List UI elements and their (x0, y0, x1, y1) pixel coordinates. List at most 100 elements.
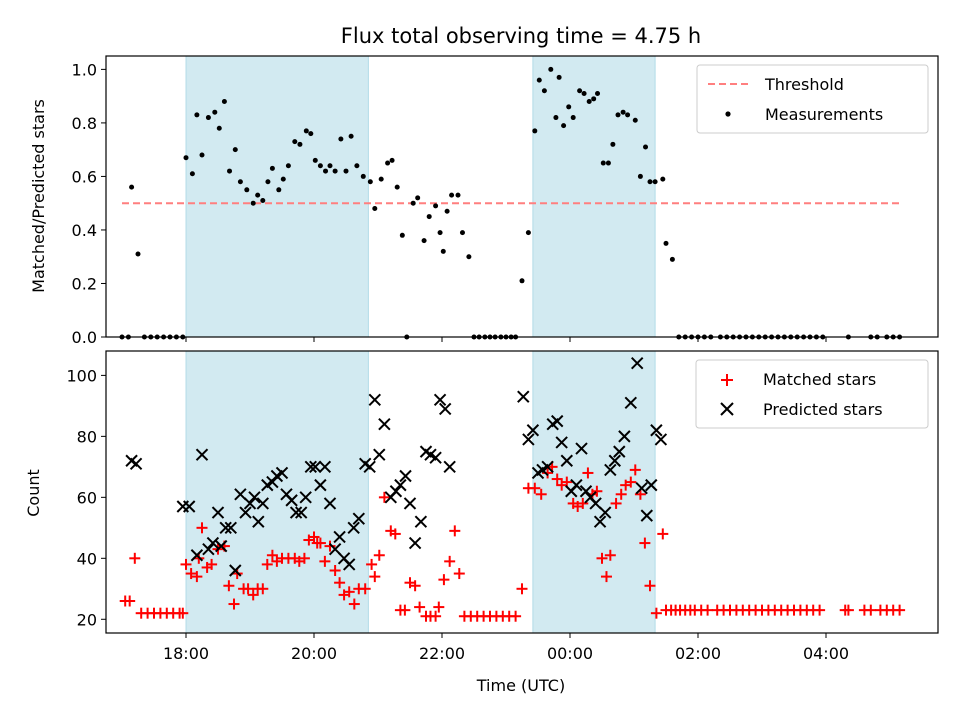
predicted-star-point (373, 448, 386, 461)
predicted-star-point (211, 506, 225, 519)
matched-star-point (257, 583, 269, 595)
measurement-point (332, 168, 338, 174)
predicted-star-point (589, 497, 602, 510)
measurement-point (561, 123, 567, 129)
measurement-point (244, 187, 250, 193)
predicted-star-point (414, 515, 428, 528)
measurement-point (556, 74, 562, 80)
measurement-point (399, 232, 405, 238)
matched-star-point (615, 488, 627, 500)
bottom-y-ticks: 20 40 60 80 100 (66, 366, 106, 629)
chart-title: Flux total observing time = 4.75 h (341, 24, 701, 48)
predicted-star-point (598, 506, 612, 519)
predicted-star-point (182, 500, 196, 513)
predicted-star-point (275, 466, 289, 480)
predicted-star-point (206, 536, 220, 550)
matched-star-point (610, 497, 622, 509)
predicted-star-point (624, 396, 638, 410)
measurement-point (600, 160, 606, 166)
measurement-point (566, 104, 572, 110)
measurement-point (265, 179, 271, 185)
matched-star-point (261, 558, 273, 570)
matched-star-point (180, 558, 192, 570)
legend-predicted-label: Predicted stars (763, 400, 883, 419)
measurement-point (553, 115, 559, 121)
bottom-legend: Matched stars Predicted stars (695, 359, 929, 429)
matched-star-point (373, 549, 385, 561)
predicted-star-point (248, 491, 261, 504)
measurement-point (426, 214, 432, 220)
count-points (119, 356, 906, 622)
predicted-star-point (389, 485, 403, 498)
measurement-point (660, 176, 666, 182)
predicted-star-point (640, 509, 654, 522)
measurement-point (250, 200, 256, 206)
matched-star-point (542, 467, 554, 479)
predicted-star-point (433, 393, 447, 406)
predicted-star-point (234, 488, 247, 501)
matched-star-point (433, 601, 445, 613)
matched-star-point (414, 601, 426, 613)
measurement-point (394, 184, 400, 190)
measurement-point (410, 200, 416, 206)
matched-star-point (191, 571, 203, 583)
measurement-point (194, 112, 200, 118)
predicted-star-point (618, 430, 631, 443)
predicted-star-point (333, 530, 346, 544)
predicted-star-point (650, 424, 663, 437)
matched-star-point (228, 598, 240, 610)
measurement-point (323, 168, 329, 174)
matched-star-point (177, 607, 189, 619)
top-y-tick-label: 1.0 (72, 60, 97, 79)
predicted-star-point (266, 475, 279, 489)
legend-measurements-label: Measurements (765, 105, 883, 124)
predicted-star-point (593, 515, 607, 528)
measurement-point (591, 96, 597, 102)
predicted-star-point (394, 478, 407, 492)
measurement-point (519, 278, 525, 284)
measurement-point (625, 112, 631, 118)
matched-star-point (308, 531, 320, 543)
bottom-y-tick-label: 100 (66, 366, 97, 385)
matched-star-point (551, 473, 563, 485)
predicted-star-point (363, 460, 376, 474)
measurement-point (581, 90, 587, 96)
matched-star-point (409, 580, 421, 592)
predicted-star-point (239, 506, 252, 519)
top-shaded-spans (185, 55, 656, 338)
matched-star-point (444, 555, 456, 567)
predicted-star-point (560, 454, 574, 467)
matched-star-point (596, 552, 608, 564)
matched-star-point (389, 528, 401, 540)
matched-star-point (449, 525, 461, 537)
measurement-point (199, 152, 205, 158)
x-tick-label: 18:00 (163, 644, 209, 663)
measurement-point (532, 128, 538, 134)
matched-star-point (359, 583, 371, 595)
measurement-point (135, 251, 141, 257)
matched-star-point (529, 482, 541, 494)
measurement-point (378, 176, 384, 182)
measurement-point (343, 168, 349, 174)
measurement-point (303, 128, 309, 134)
legend-predicted-swatch (720, 402, 734, 416)
predicted-star-point (342, 558, 356, 571)
matched-star-point (223, 580, 235, 592)
top-y-tick-label: 0.8 (72, 114, 97, 133)
legend-measurements-swatch (725, 111, 731, 117)
measurement-point (205, 115, 211, 121)
measurement-point (669, 256, 675, 262)
matched-star-point (510, 610, 522, 622)
measurement-point (570, 115, 576, 121)
top-legend: Threshold Measurements (696, 64, 929, 134)
matched-star-point (185, 568, 197, 580)
matched-star-point (324, 540, 336, 552)
measurement-point (280, 176, 286, 182)
predicted-star-point (224, 521, 238, 535)
measurement-point (595, 90, 601, 96)
shaded-span (185, 55, 369, 338)
matched-star-point (644, 580, 656, 592)
x-tick-label: 02:00 (675, 644, 721, 663)
predicted-star-point (654, 433, 668, 446)
matched-star-point (298, 552, 310, 564)
